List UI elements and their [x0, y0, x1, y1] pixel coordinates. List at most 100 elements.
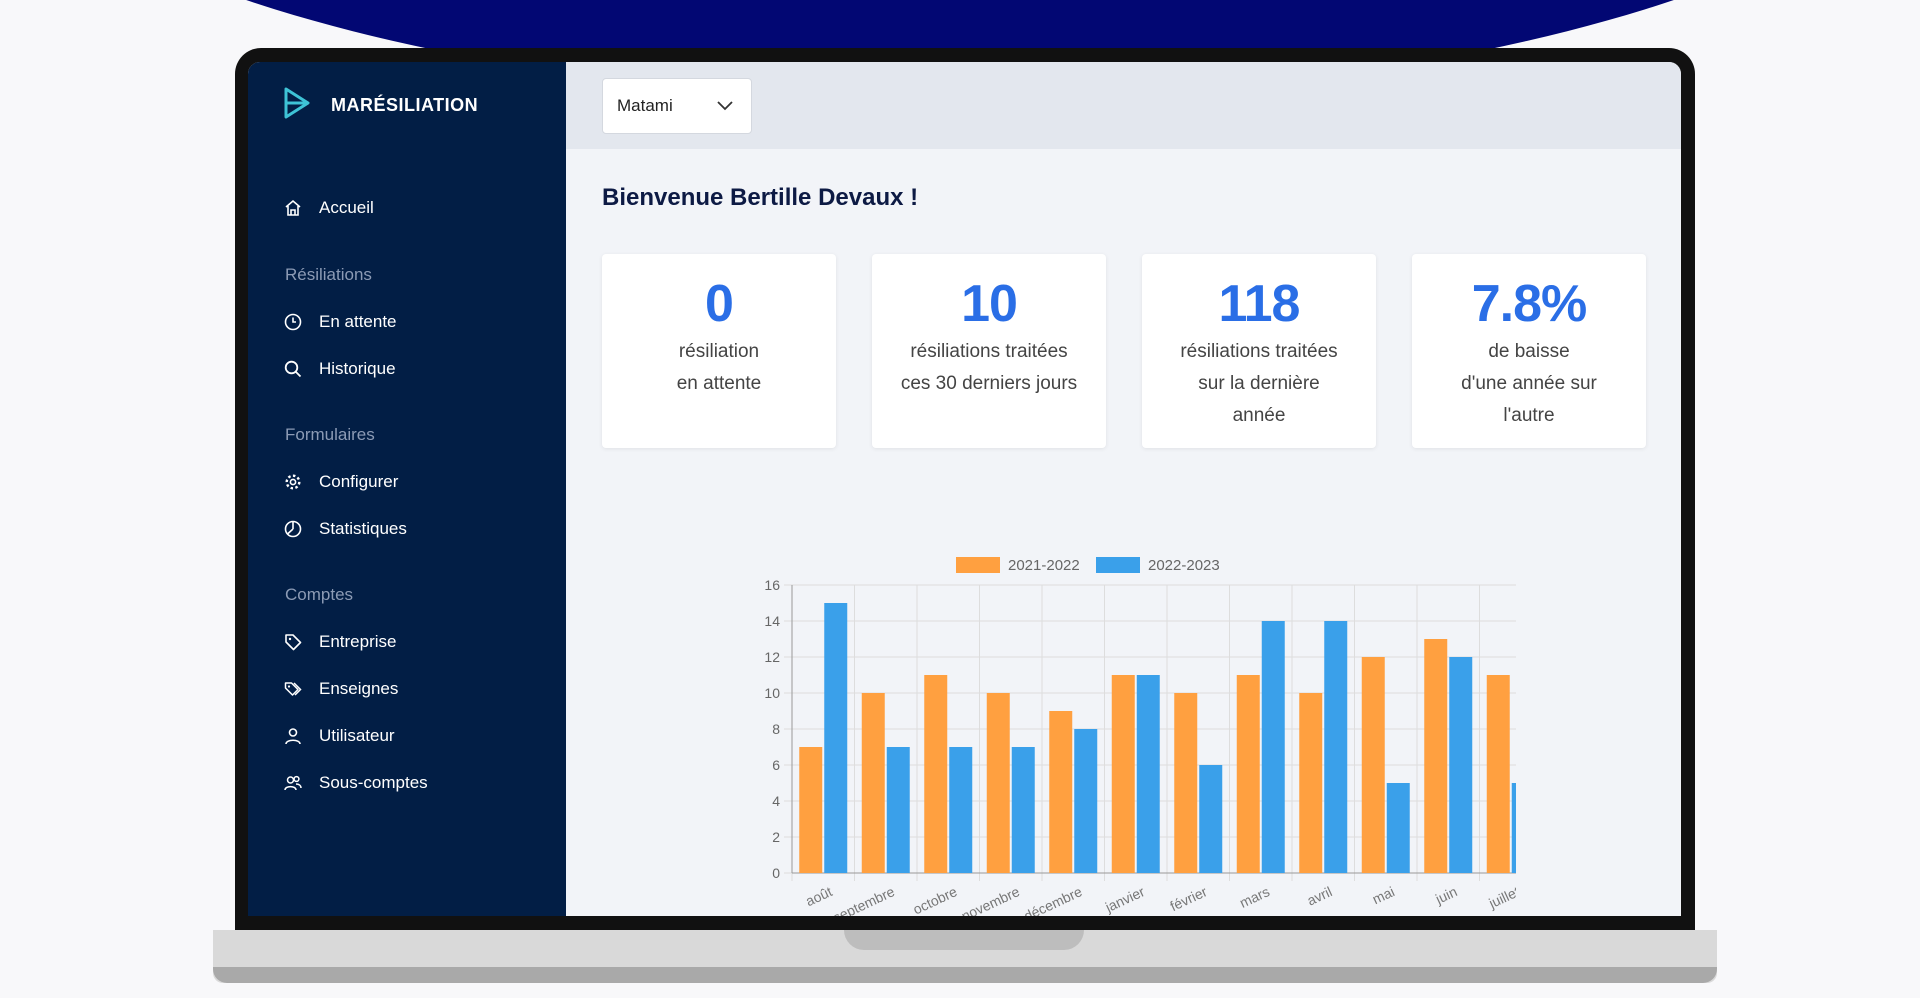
users-icon — [283, 773, 303, 793]
bar — [1111, 675, 1135, 873]
bar — [1424, 639, 1448, 873]
y-tick-label: 16 — [764, 577, 780, 593]
sidebar-item-en-attente[interactable]: En attente — [283, 312, 397, 332]
sidebar: MARÉSILIATION Accueil Résiliations En at… — [248, 62, 566, 916]
bar-chart: 2021-2022 2022-2023 0 2 4 6 8 10 12 14 16 aoûtsepte… — [764, 557, 1516, 916]
logo-icon — [283, 86, 311, 125]
tags-icon — [283, 679, 303, 699]
sidebar-item-label: Historique — [319, 359, 396, 378]
sidebar-item-sous-comptes[interactable]: Sous-comptes — [283, 773, 428, 793]
bar — [1136, 675, 1160, 873]
stat-label: résiliation en attente — [676, 341, 762, 394]
stat-card-last-30-days: 10 résiliations traitées ces 30 derniers… — [872, 254, 1106, 448]
x-tick-label: janvier — [1102, 883, 1147, 915]
bar — [1324, 621, 1348, 873]
legend-swatch — [956, 557, 1000, 573]
legend-swatch — [1096, 557, 1140, 573]
y-tick-label: 0 — [772, 865, 780, 881]
laptop-base-edge — [213, 967, 1717, 983]
bar — [1299, 693, 1323, 873]
section-title-formulaires: Formulaires — [285, 425, 375, 444]
x-tick-label: décembre — [1021, 883, 1084, 916]
sidebar-item-label: Accueil — [319, 198, 374, 217]
x-tick-label: avril — [1304, 883, 1334, 908]
x-tick-label: août — [803, 883, 835, 909]
bar — [886, 747, 910, 873]
laptop-notch — [844, 930, 1084, 950]
stat-value: 7.8% — [1471, 275, 1588, 333]
sidebar-item-statistiques[interactable]: Statistiques — [283, 519, 407, 539]
home-icon — [283, 198, 303, 218]
x-tick-label: juillet — [1485, 883, 1516, 911]
x-tick-label: mars — [1237, 883, 1272, 911]
bar — [1386, 783, 1410, 873]
y-tick-label: 10 — [764, 685, 780, 701]
stat-label: résiliations traitées sur la dernière an… — [1180, 341, 1338, 426]
bar — [1361, 657, 1385, 873]
sidebar-item-historique[interactable]: Historique — [283, 359, 396, 379]
chevron-down-icon — [717, 96, 733, 116]
topbar: Matami — [566, 62, 1681, 149]
bar — [924, 675, 948, 873]
legend-label: 2022-2023 — [1148, 557, 1220, 574]
x-tick-label: février — [1167, 883, 1209, 914]
bar — [1511, 783, 1516, 873]
stat-value: 0 — [705, 275, 734, 333]
pie-chart-icon — [283, 519, 303, 539]
sidebar-item-label: Entreprise — [319, 632, 397, 651]
x-tick-label: septembre — [830, 883, 897, 916]
stat-label: résiliations traitées ces 30 derniers jo… — [900, 341, 1078, 394]
x-tick-label: octobre — [910, 883, 959, 916]
bar — [949, 747, 973, 873]
sidebar-item-label: Sous-comptes — [319, 773, 428, 792]
gear-icon — [283, 472, 303, 492]
sidebar-item-accueil[interactable]: Accueil — [283, 198, 374, 218]
account-select-value: Matami — [617, 96, 673, 115]
bar — [1049, 711, 1073, 873]
y-tick-label: 8 — [772, 721, 780, 737]
bar — [1174, 693, 1198, 873]
tag-icon — [283, 632, 303, 652]
section-title-comptes: Comptes — [285, 585, 354, 604]
x-tick-label: mai — [1370, 883, 1397, 907]
bar — [1011, 747, 1035, 873]
sidebar-item-label: Statistiques — [319, 519, 407, 538]
bar — [1449, 657, 1473, 873]
sidebar-item-label: En attente — [319, 312, 397, 331]
sidebar-item-configurer[interactable]: Configurer — [283, 472, 398, 492]
bar — [986, 693, 1010, 873]
page-title: Bienvenue Bertille Devaux ! — [602, 184, 919, 211]
sidebar-item-label: Enseignes — [319, 679, 399, 698]
user-icon — [283, 726, 303, 746]
bar — [861, 693, 885, 873]
stat-label: de baisse d'une année sur l'autre — [1461, 341, 1597, 426]
clock-icon — [283, 312, 303, 332]
stat-card-last-year: 118 résiliations traitées sur la dernièr… — [1142, 254, 1376, 448]
sidebar-item-utilisateur[interactable]: Utilisateur — [283, 726, 395, 746]
account-select[interactable]: Matami — [602, 78, 752, 134]
bar — [1261, 621, 1285, 873]
bar — [1236, 675, 1260, 873]
sidebar-item-enseignes[interactable]: Enseignes — [283, 679, 398, 699]
bar — [799, 747, 823, 873]
y-tick-label: 6 — [772, 757, 780, 773]
bar — [1074, 729, 1098, 873]
y-tick-label: 14 — [764, 613, 780, 629]
bar — [1199, 765, 1223, 873]
sidebar-item-entreprise[interactable]: Entreprise — [283, 632, 396, 652]
brand-name: MARÉSILIATION — [331, 95, 479, 115]
stat-card-yearly-change: 7.8% de baisse d'une année sur l'autre — [1412, 254, 1646, 448]
sidebar-item-label: Utilisateur — [319, 726, 395, 745]
y-tick-label: 4 — [772, 793, 780, 809]
section-title-resiliations: Résiliations — [285, 265, 372, 284]
stat-value: 10 — [961, 275, 1018, 333]
stat-card-pending: 0 résiliation en attente — [602, 254, 836, 448]
legend-label: 2021-2022 — [1008, 557, 1080, 574]
y-tick-label: 12 — [764, 649, 780, 665]
app-screen: MARÉSILIATION Accueil Résiliations En at… — [248, 62, 1681, 916]
sidebar-item-label: Configurer — [319, 472, 399, 491]
main-content: Matami Bienvenue Bertille Devaux ! 0 rés… — [566, 62, 1681, 916]
brand[interactable]: MARÉSILIATION — [283, 86, 478, 125]
bar — [1486, 675, 1510, 873]
search-icon — [283, 359, 303, 379]
